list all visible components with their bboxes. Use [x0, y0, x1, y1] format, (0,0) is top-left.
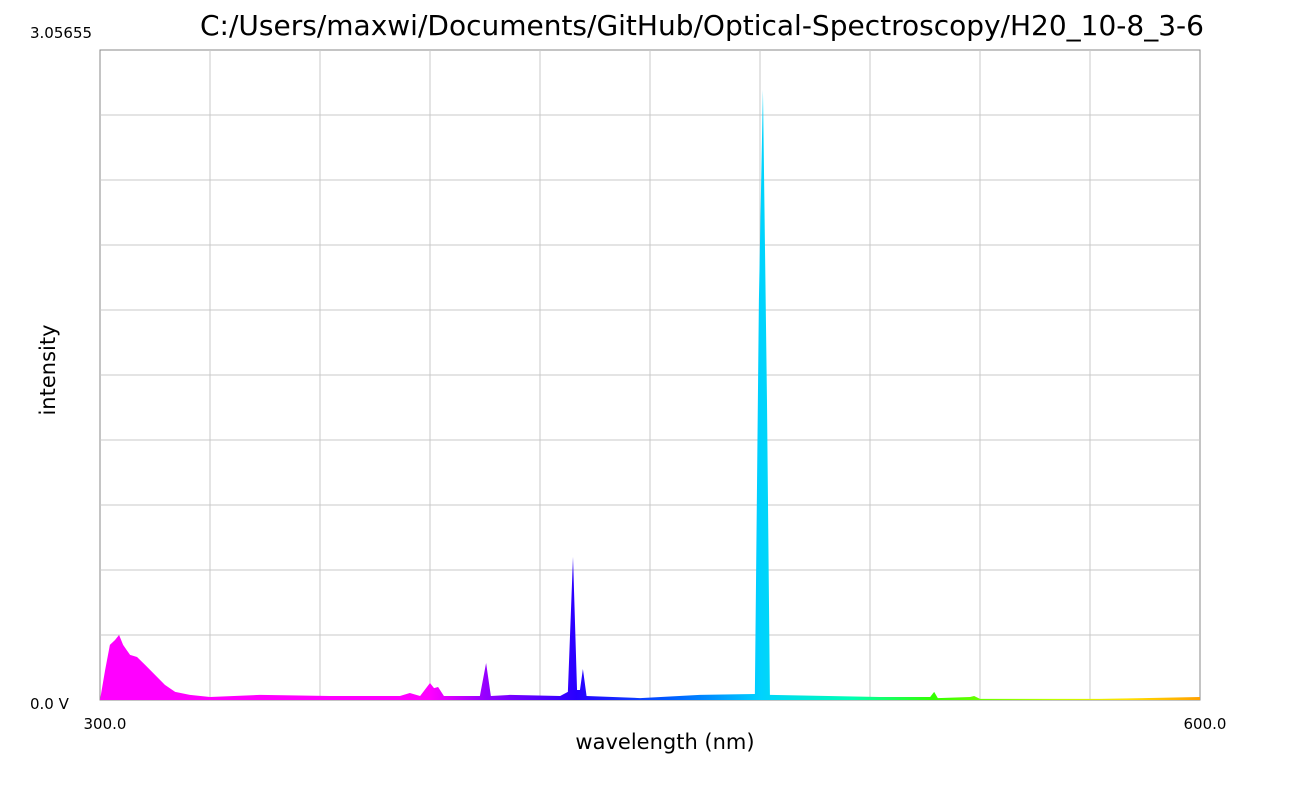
- chart-title: C:/Users/maxwi/Documents/GitHub/Optical-…: [200, 9, 1204, 42]
- x-tick-label: 300.0: [84, 715, 127, 733]
- y-tick-label: 0.0 V: [30, 695, 70, 713]
- y-axis-label: intensity: [36, 324, 60, 415]
- x-tick-label: 600.0: [1184, 715, 1227, 733]
- x-axis-label: wavelength (nm): [575, 730, 754, 754]
- y-tick-label: 3.05655: [30, 24, 92, 42]
